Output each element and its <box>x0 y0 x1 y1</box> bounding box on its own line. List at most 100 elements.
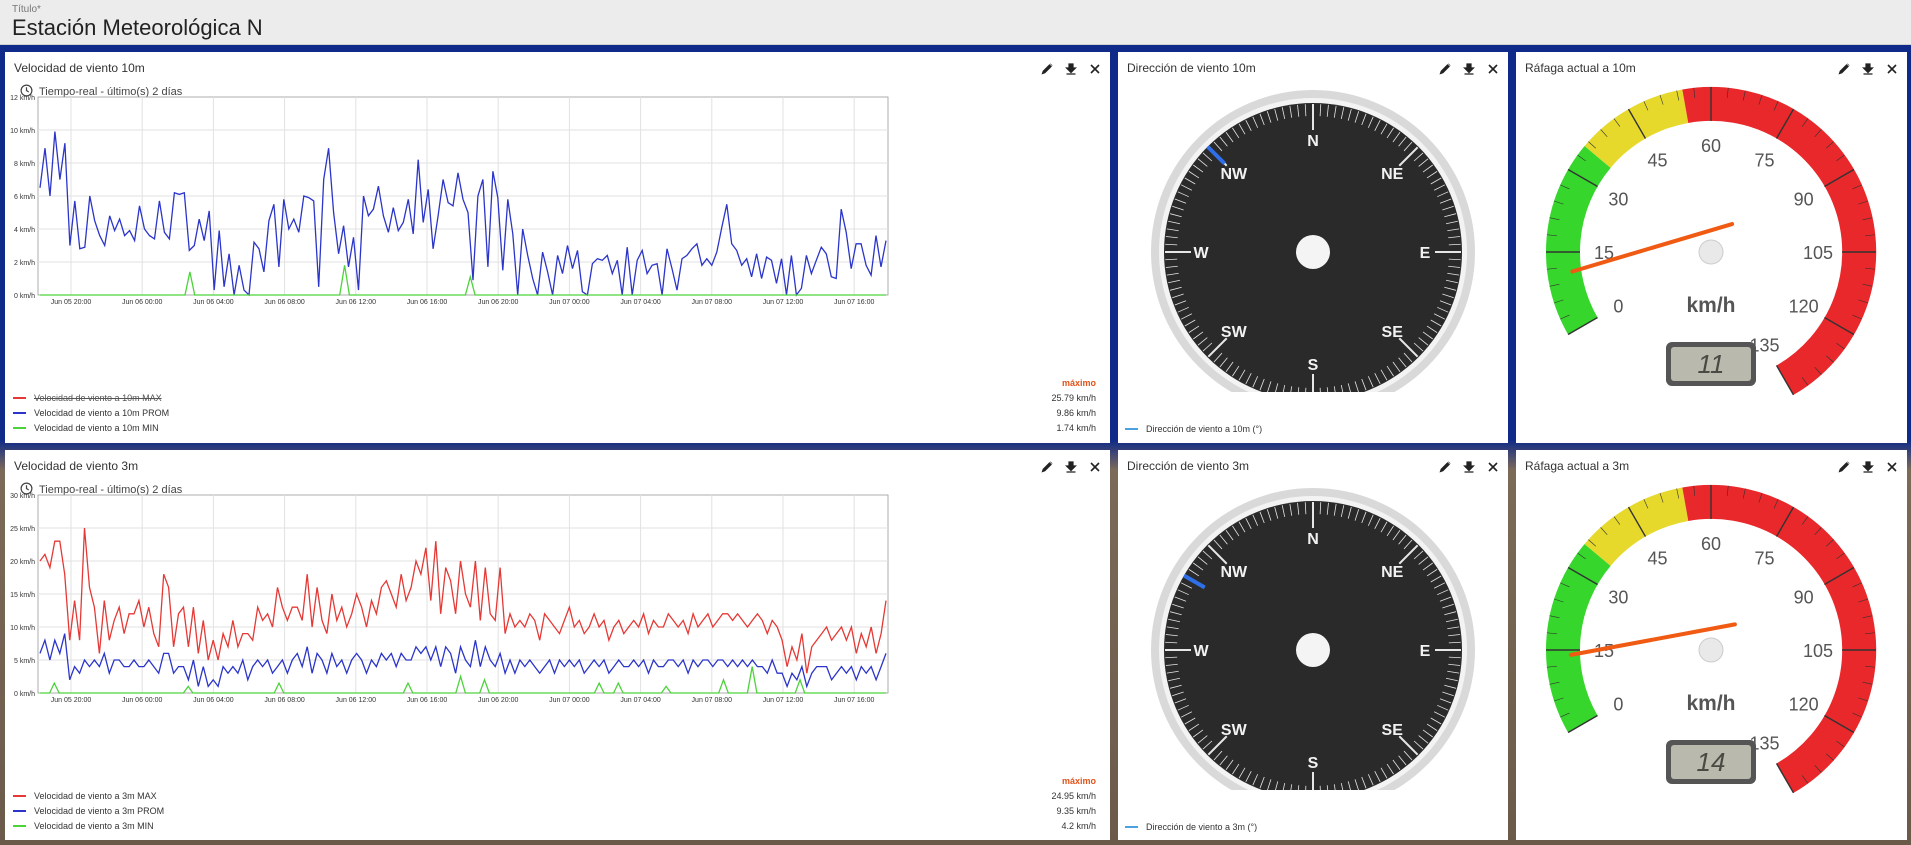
lcd-screen <box>1671 347 1751 381</box>
panel-title: Ráfaga actual a 3m <box>1525 459 1630 473</box>
gauge-tick <box>1824 714 1855 734</box>
compass-tick <box>1403 352 1413 363</box>
compass-tick <box>1326 502 1329 515</box>
compass-tick <box>1413 550 1424 560</box>
edit-icon[interactable] <box>1438 62 1452 76</box>
gauge-tick-label: 30 <box>1608 190 1628 210</box>
download-icon[interactable] <box>1064 62 1078 76</box>
compass-tick <box>1418 556 1429 565</box>
gauge-tick <box>1836 552 1845 560</box>
legend-item-min[interactable]: Velocidad de viento a 3m MIN 4.2 km/h <box>13 818 1096 833</box>
compass-tick <box>1444 213 1457 218</box>
compass-tick <box>1290 784 1293 790</box>
legend-item-max[interactable]: Velocidad de viento a 10m MAX 25.79 km/h <box>13 390 1096 405</box>
compass-tick <box>1193 164 1204 173</box>
edit-icon[interactable] <box>1837 62 1851 76</box>
compass-tick <box>1386 365 1394 377</box>
compass-tick <box>1340 107 1345 120</box>
compass-tick <box>1193 562 1204 571</box>
gauge-needle <box>1570 222 1735 274</box>
compass-tick <box>1282 782 1286 790</box>
compass-tick <box>1169 684 1182 689</box>
title-field-label: Título* <box>12 4 41 15</box>
series-line <box>39 131 887 297</box>
compass-tick <box>1232 127 1240 139</box>
gauge-tick <box>1627 506 1647 537</box>
close-icon[interactable] <box>1885 62 1899 76</box>
compass-tick <box>1347 383 1351 392</box>
edit-icon[interactable] <box>1040 62 1054 76</box>
compass-tick <box>1305 785 1307 790</box>
compass-tick <box>1259 776 1265 789</box>
compass-label-e: E <box>1420 245 1431 262</box>
compass-tick <box>1403 750 1413 761</box>
compass-tick <box>1361 511 1367 524</box>
legend-item-max[interactable]: Velocidad de viento a 3m MAX 24.95 km/h <box>13 788 1096 803</box>
compass-tick <box>1238 767 1246 779</box>
wind-direction-3m-panel: Dirección de viento 3m N NE E SE S SW W NW Dire… <box>1118 450 1508 840</box>
legend-item-prom[interactable]: Velocidad de viento a 10m PROM 9.86 km/h <box>13 405 1096 420</box>
compass-tick <box>1168 618 1181 623</box>
wind-speed-10m-chart: 0 km/h 2 km/h 4 km/h 6 km/h 8 km/h 10 km/h 12 … <box>10 95 889 306</box>
edit-icon[interactable] <box>1040 460 1054 474</box>
compass-hub <box>1296 235 1330 269</box>
close-icon[interactable] <box>1486 62 1500 76</box>
download-icon[interactable] <box>1861 460 1875 474</box>
gauge-tick <box>1814 366 1822 375</box>
gauge-tick-label: 90 <box>1794 588 1814 608</box>
dashboard-title-input[interactable]: Estación Meteorológica N <box>12 15 263 40</box>
compass-tick <box>1245 372 1252 385</box>
download-icon[interactable] <box>1861 62 1875 76</box>
gauge-tick <box>1814 129 1822 138</box>
compass-tick <box>1232 763 1240 775</box>
close-icon[interactable] <box>1088 460 1102 474</box>
compass-tick <box>1447 626 1460 630</box>
gauge-tick <box>1775 763 1795 794</box>
compass-label-w: W <box>1193 245 1209 262</box>
compass-tick <box>1433 582 1446 589</box>
gauge-tick <box>1858 200 1869 205</box>
lcd-value: 14 <box>1697 747 1726 777</box>
legend-header-max: máximo <box>1061 776 1096 786</box>
download-icon[interactable] <box>1462 460 1476 474</box>
gauge-tick <box>1852 712 1862 718</box>
compass-needle <box>1182 573 1206 590</box>
panel-toolbar <box>1837 62 1899 76</box>
close-icon[interactable] <box>1885 460 1899 474</box>
download-icon[interactable] <box>1064 460 1078 474</box>
x-tick-label: Jun 06 20:00 <box>478 299 519 306</box>
gauge-tick <box>1862 615 1873 619</box>
compass-tick <box>1275 781 1279 790</box>
compass-tick <box>1184 717 1196 725</box>
compass-tick <box>1333 386 1336 392</box>
download-icon[interactable] <box>1462 62 1476 76</box>
compass-tick <box>1245 770 1252 783</box>
edit-icon[interactable] <box>1438 460 1452 474</box>
time-range-text: Tiempo-real - último(s) 2 días <box>39 86 183 98</box>
compass-tick <box>1225 759 1234 770</box>
compass-tick <box>1319 104 1322 117</box>
compass-tick <box>1422 562 1433 571</box>
close-icon[interactable] <box>1088 62 1102 76</box>
compass-tick <box>1386 127 1394 139</box>
compass-tick <box>1437 589 1449 596</box>
close-icon[interactable] <box>1486 460 1500 474</box>
compass-tick <box>1165 663 1178 666</box>
compass-tick <box>1219 136 1228 147</box>
y-tick-label: 10 km/h <box>10 128 35 135</box>
compass-tick <box>1259 113 1265 126</box>
compass-tick <box>1433 711 1446 718</box>
compass-tick <box>1442 293 1454 299</box>
gauge-tick <box>1801 377 1809 386</box>
compass-tick <box>1430 319 1442 327</box>
edit-icon[interactable] <box>1837 460 1851 474</box>
legend-item-prom[interactable]: Velocidad de viento a 3m PROM 9.35 km/h <box>13 803 1096 818</box>
compass-label-nw: NW <box>1220 166 1248 183</box>
clock-icon <box>20 482 33 498</box>
gauge-tick <box>1553 200 1564 205</box>
panel-toolbar <box>1040 62 1102 76</box>
gauge-tick <box>1862 681 1873 685</box>
compass-tick <box>1445 220 1458 225</box>
legend-item-min[interactable]: Velocidad de viento a 10m MIN 1.74 km/h <box>13 420 1096 435</box>
gauge-tick <box>1742 488 1746 499</box>
